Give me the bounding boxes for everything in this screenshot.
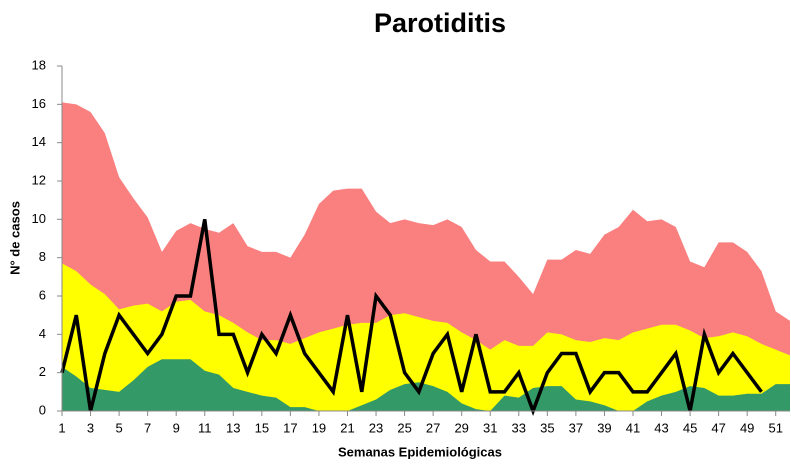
y-tick-label: 6 (39, 287, 46, 302)
y-tick-label: 12 (32, 172, 46, 187)
x-tick-label: 11 (198, 420, 212, 435)
x-tick-label: 41 (626, 420, 640, 435)
x-tick-label: 23 (369, 420, 383, 435)
area (62, 359, 790, 411)
x-tick-label: 15 (255, 420, 269, 435)
y-axis-label: N° de casos (7, 201, 22, 275)
x-tick-label: 31 (483, 420, 497, 435)
x-tick-label: 9 (173, 420, 180, 435)
x-tick-label: 25 (397, 420, 411, 435)
x-tick-label: 47 (711, 420, 725, 435)
line (60, 219, 763, 417)
x-tick-label: 19 (312, 420, 326, 435)
x-tick-label: 21 (340, 420, 354, 435)
y-tick-label: 2 (39, 364, 46, 379)
x-tick-label: 27 (426, 420, 440, 435)
x-tick-label: 49 (740, 420, 754, 435)
y-tick-label: 18 (32, 57, 46, 72)
x-tick-label: 17 (283, 420, 297, 435)
x-tick-label: 43 (654, 420, 668, 435)
x-tick-label: 7 (144, 420, 151, 435)
y-tick-label: 8 (39, 249, 46, 264)
x-tick-label: 3 (87, 420, 94, 435)
y-tick-label: 16 (32, 96, 46, 111)
x-tick-label: 37 (569, 420, 583, 435)
y-tick-label: 10 (32, 211, 46, 226)
x-tick-label: 45 (683, 420, 697, 435)
x-tick-label: 13 (226, 420, 240, 435)
x-axis-label: Semanas Epidemiológicas (338, 444, 502, 459)
chart-title: Parotiditis (374, 8, 506, 38)
y-tick-label: 14 (32, 134, 46, 149)
y-tick-label: 0 (39, 402, 46, 417)
x-tick-label: 39 (597, 420, 611, 435)
x-tick-label: 35 (540, 420, 554, 435)
x-tick-label: 51 (768, 420, 782, 435)
x-tick-label: 5 (115, 420, 122, 435)
y-tick-label: 4 (39, 326, 46, 341)
x-tick-label: 29 (454, 420, 468, 435)
x-tick-label: 1 (58, 420, 65, 435)
x-tick-label: 33 (512, 420, 526, 435)
